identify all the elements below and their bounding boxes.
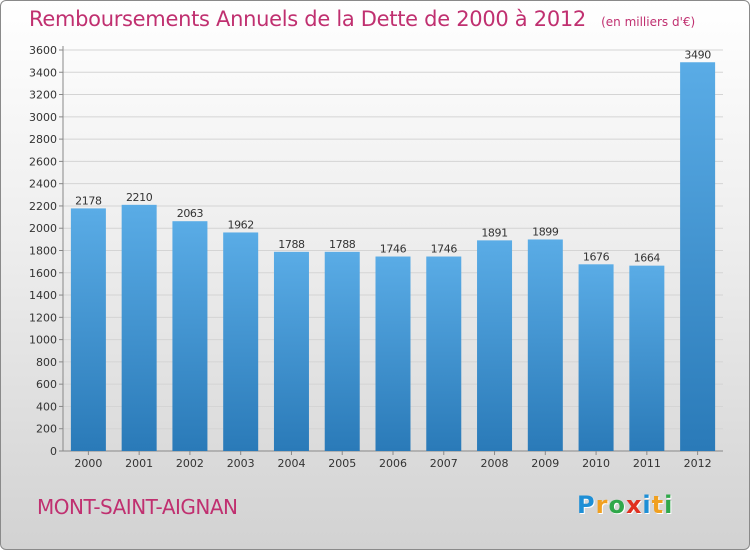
logo-letter: r [595, 491, 609, 519]
data-label: 1746 [431, 243, 458, 256]
data-label: 1891 [481, 226, 507, 239]
y-tick-label: 2400 [29, 178, 57, 191]
x-tick-label: 2003 [227, 457, 255, 470]
bar [324, 251, 360, 451]
data-label: 2063 [177, 207, 204, 220]
logo-letter: i [664, 491, 674, 519]
data-label: 2210 [126, 191, 153, 204]
bar [273, 251, 309, 451]
bar [680, 62, 716, 451]
bar [629, 265, 665, 451]
bar [477, 240, 513, 451]
y-tick-label: 2000 [29, 222, 57, 235]
bar [70, 208, 106, 451]
y-tick-label: 2600 [29, 155, 57, 168]
bar [375, 256, 411, 451]
x-tick-label: 2000 [74, 457, 102, 470]
x-tick-label: 2007 [430, 457, 458, 470]
x-tick-label: 2012 [684, 457, 712, 470]
data-label: 1788 [329, 238, 356, 251]
proxiti-logo: Proxiti [577, 491, 673, 519]
bars [70, 62, 716, 451]
y-tick-label: 1400 [29, 289, 57, 302]
data-label: 1676 [583, 250, 610, 263]
data-label: 1664 [634, 252, 661, 265]
bar [172, 221, 208, 451]
x-tick-label: 2002 [176, 457, 204, 470]
data-label: 1746 [380, 243, 407, 256]
y-tick-label: 3200 [29, 89, 57, 102]
data-label: 1899 [532, 225, 559, 238]
chart-title: Remboursements Annuels de la Dette de 20… [29, 7, 586, 31]
bar [426, 256, 462, 451]
y-tick-label: 600 [36, 378, 57, 391]
x-tick-label: 2010 [582, 457, 610, 470]
data-label: 3490 [684, 48, 711, 61]
y-tick-label: 3000 [29, 111, 57, 124]
x-tick-label: 2004 [277, 457, 305, 470]
x-tick-label: 2006 [379, 457, 407, 470]
y-tick-label: 2800 [29, 133, 57, 146]
y-tick-label: 200 [36, 423, 57, 436]
bar [223, 232, 259, 451]
logo-letter: P [577, 491, 596, 519]
x-tick-label: 2001 [125, 457, 153, 470]
x-tick-label: 2008 [481, 457, 509, 470]
y-tick-label: 2200 [29, 200, 57, 213]
bar [578, 264, 614, 451]
y-tick-label: 3600 [29, 44, 57, 57]
y-tick-label: 0 [50, 445, 57, 458]
y-tick-label: 3400 [29, 66, 57, 79]
logo-letter: i [642, 491, 652, 519]
data-label: 1962 [227, 218, 253, 231]
axes: 0 200 400 600 800 1000 1200 1400 1600 1800 2000 220… [29, 44, 723, 458]
bar [527, 239, 563, 451]
y-tick-label: 800 [36, 356, 57, 369]
y-tick-label: 400 [36, 400, 57, 413]
logo-letter: o [608, 491, 626, 519]
data-label: 1788 [278, 238, 305, 251]
title-block: Remboursements Annuels de la Dette de 20… [29, 7, 695, 31]
data-label: 2178 [75, 194, 102, 207]
logo-letter: t [651, 491, 665, 519]
commune-name: MONT-SAINT-AIGNAN [37, 495, 238, 519]
y-tick-label: 1200 [29, 311, 57, 324]
x-tick-label: 2009 [531, 457, 559, 470]
chart-unit: (en milliers d'€) [601, 15, 696, 29]
y-tick-label: 1000 [29, 334, 57, 347]
bar [121, 204, 157, 451]
logo-letter: x [625, 491, 643, 519]
y-tick-label: 1800 [29, 245, 57, 258]
y-tick-label: 1600 [29, 267, 57, 280]
labels: 2000 2178 2001 2210 2002 2063 2003 1962 2004 1788… [74, 48, 711, 470]
x-tick-label: 2005 [328, 457, 356, 470]
x-tick-label: 2011 [633, 457, 661, 470]
